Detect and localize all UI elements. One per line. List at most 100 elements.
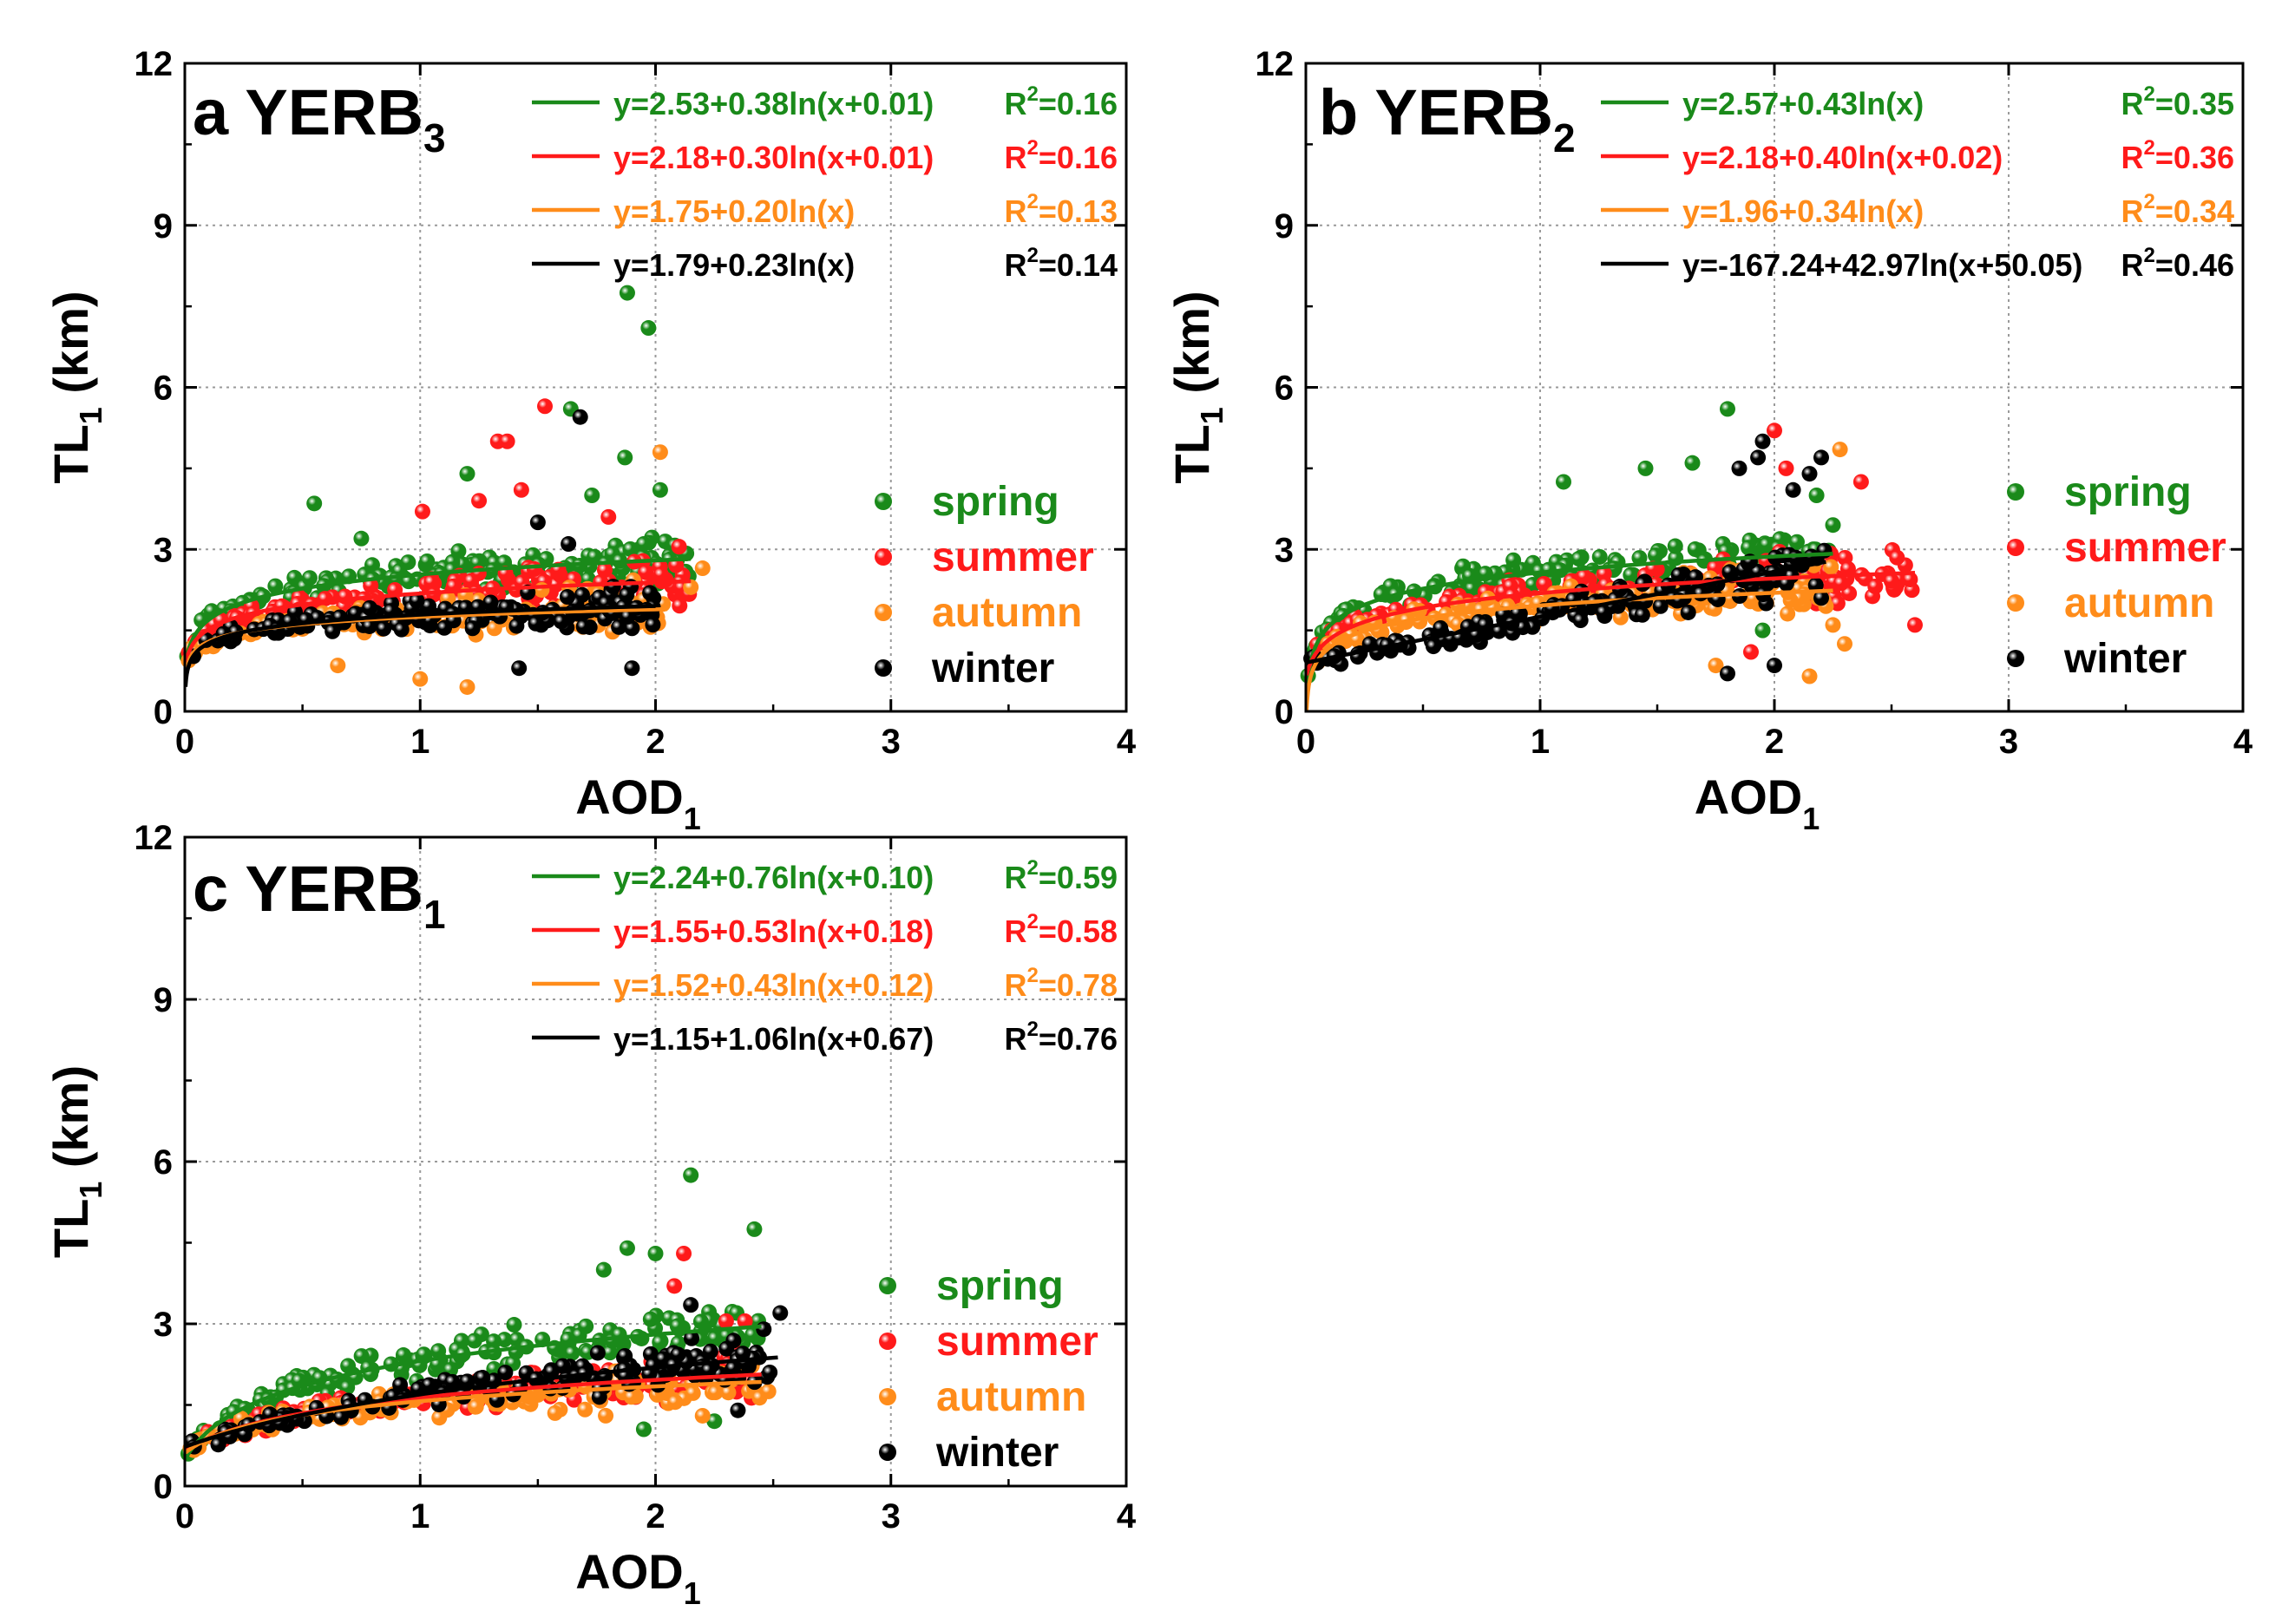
y-tick-label: 9 (154, 981, 173, 1019)
summer-r2: R2=0.16 (1005, 136, 1118, 175)
winter-legend-label: winter (931, 645, 1054, 691)
spring-point (652, 481, 668, 498)
r2-superscript: 2 (2144, 190, 2155, 213)
y-tick-label: 9 (1275, 207, 1294, 246)
winter-point (362, 599, 378, 616)
gridlines (185, 837, 1126, 1486)
autumn-point (577, 1401, 593, 1418)
autumn-legend-marker (879, 1388, 896, 1405)
spring-point (635, 536, 652, 553)
autumn-point (412, 671, 429, 687)
autumn-legend-marker (875, 604, 892, 621)
summer-point (1743, 644, 1759, 660)
spring-r2: R2=0.59 (1005, 856, 1118, 895)
r2-symbol: R (1005, 193, 1027, 229)
r2-superscript: 2 (1027, 856, 1039, 880)
winter-point (332, 1409, 349, 1425)
winter-fit-line (183, 604, 656, 687)
winter-point (1813, 590, 1829, 606)
r2-symbol: R (1005, 860, 1027, 895)
r2-value: =0.78 (1039, 967, 1118, 1003)
scatter-points (179, 285, 711, 695)
r2-value: =0.36 (2155, 140, 2234, 175)
r2-symbol: R (1005, 1021, 1027, 1057)
r2-value: =0.58 (1039, 914, 1118, 949)
x-tick-label: 2 (646, 723, 665, 761)
r2-value: =0.34 (2155, 193, 2234, 229)
spring-legend-marker (2007, 483, 2024, 501)
winter-point (756, 1321, 772, 1338)
r2-superscript: 2 (1027, 910, 1039, 933)
autumn-point (694, 560, 711, 577)
summer-legend-label: summer (932, 534, 1094, 580)
r2-value: =0.59 (1039, 860, 1118, 895)
spring-point (466, 1333, 482, 1349)
season-legend: spring summer autumn winter (2007, 469, 2226, 682)
x-tick-label: 0 (175, 1497, 194, 1536)
spring-point (1648, 547, 1664, 564)
winter-point (1680, 604, 1696, 620)
panel-site: YERB (1358, 76, 1553, 148)
fit-curves (183, 557, 692, 687)
winter-point (1750, 449, 1767, 466)
winter-point (392, 1377, 409, 1393)
winter-point (1595, 604, 1611, 620)
y-axis-label-sub: 1 (1194, 407, 1229, 424)
spring-point (706, 1413, 723, 1430)
gridlines (185, 63, 1126, 711)
autumn-point (694, 1407, 711, 1424)
summer-point (513, 481, 529, 498)
scatter-points (1300, 401, 1923, 684)
autumn-point (1780, 606, 1796, 622)
spring-point (601, 1345, 618, 1361)
winter-point (702, 1343, 718, 1359)
autumn-point (707, 1385, 724, 1401)
winter-point (1652, 598, 1669, 614)
winter-legend-marker (879, 1444, 896, 1461)
r2-value: =0.76 (1039, 1021, 1118, 1057)
winter-point (497, 1365, 514, 1381)
spring-point (1741, 540, 1757, 556)
panel-title: c YERB1 (193, 853, 446, 937)
spring-point (1720, 401, 1735, 417)
autumn-r2: R2=0.13 (1005, 190, 1118, 229)
x-axis-label-main: AOD (575, 1544, 683, 1599)
summer-point (638, 564, 654, 580)
y-tick-label: 3 (1275, 531, 1294, 569)
spring-point (1631, 550, 1648, 566)
winter-point (1433, 619, 1449, 636)
spring-point (669, 1318, 685, 1334)
spring-point (1754, 622, 1771, 638)
spring-point (353, 1348, 370, 1365)
winter-point (591, 1389, 607, 1405)
x-tick-label: 2 (1765, 723, 1784, 761)
summer-point (1839, 560, 1856, 577)
y-axis-label-main: TL (1164, 424, 1219, 483)
x-axis-label: AOD1 (575, 1544, 700, 1611)
winter-point (1572, 612, 1589, 629)
spring-fit-line (183, 557, 692, 665)
summer-point (537, 398, 554, 415)
x-tick-label: 0 (1296, 723, 1315, 761)
r2-symbol: R (1005, 967, 1027, 1003)
r2-symbol: R (2121, 193, 2144, 229)
spring-point (595, 1261, 612, 1278)
summer-point (672, 598, 688, 614)
spring-point (1788, 534, 1805, 550)
r2-symbol: R (2121, 247, 2144, 283)
spring-point (622, 540, 639, 557)
summer-point (676, 1245, 692, 1261)
autumn-point (459, 678, 475, 695)
winter-point (730, 1402, 746, 1418)
season-legend: spring summer autumn winter (875, 479, 1094, 691)
autumn-legend-label: autumn (932, 590, 1082, 636)
spring-point (1684, 455, 1701, 471)
winter-point (444, 1373, 461, 1390)
autumn-point (1825, 617, 1841, 633)
r2-value: =0.16 (1039, 86, 1118, 121)
autumn-point (652, 444, 668, 461)
summer-point (600, 508, 617, 525)
